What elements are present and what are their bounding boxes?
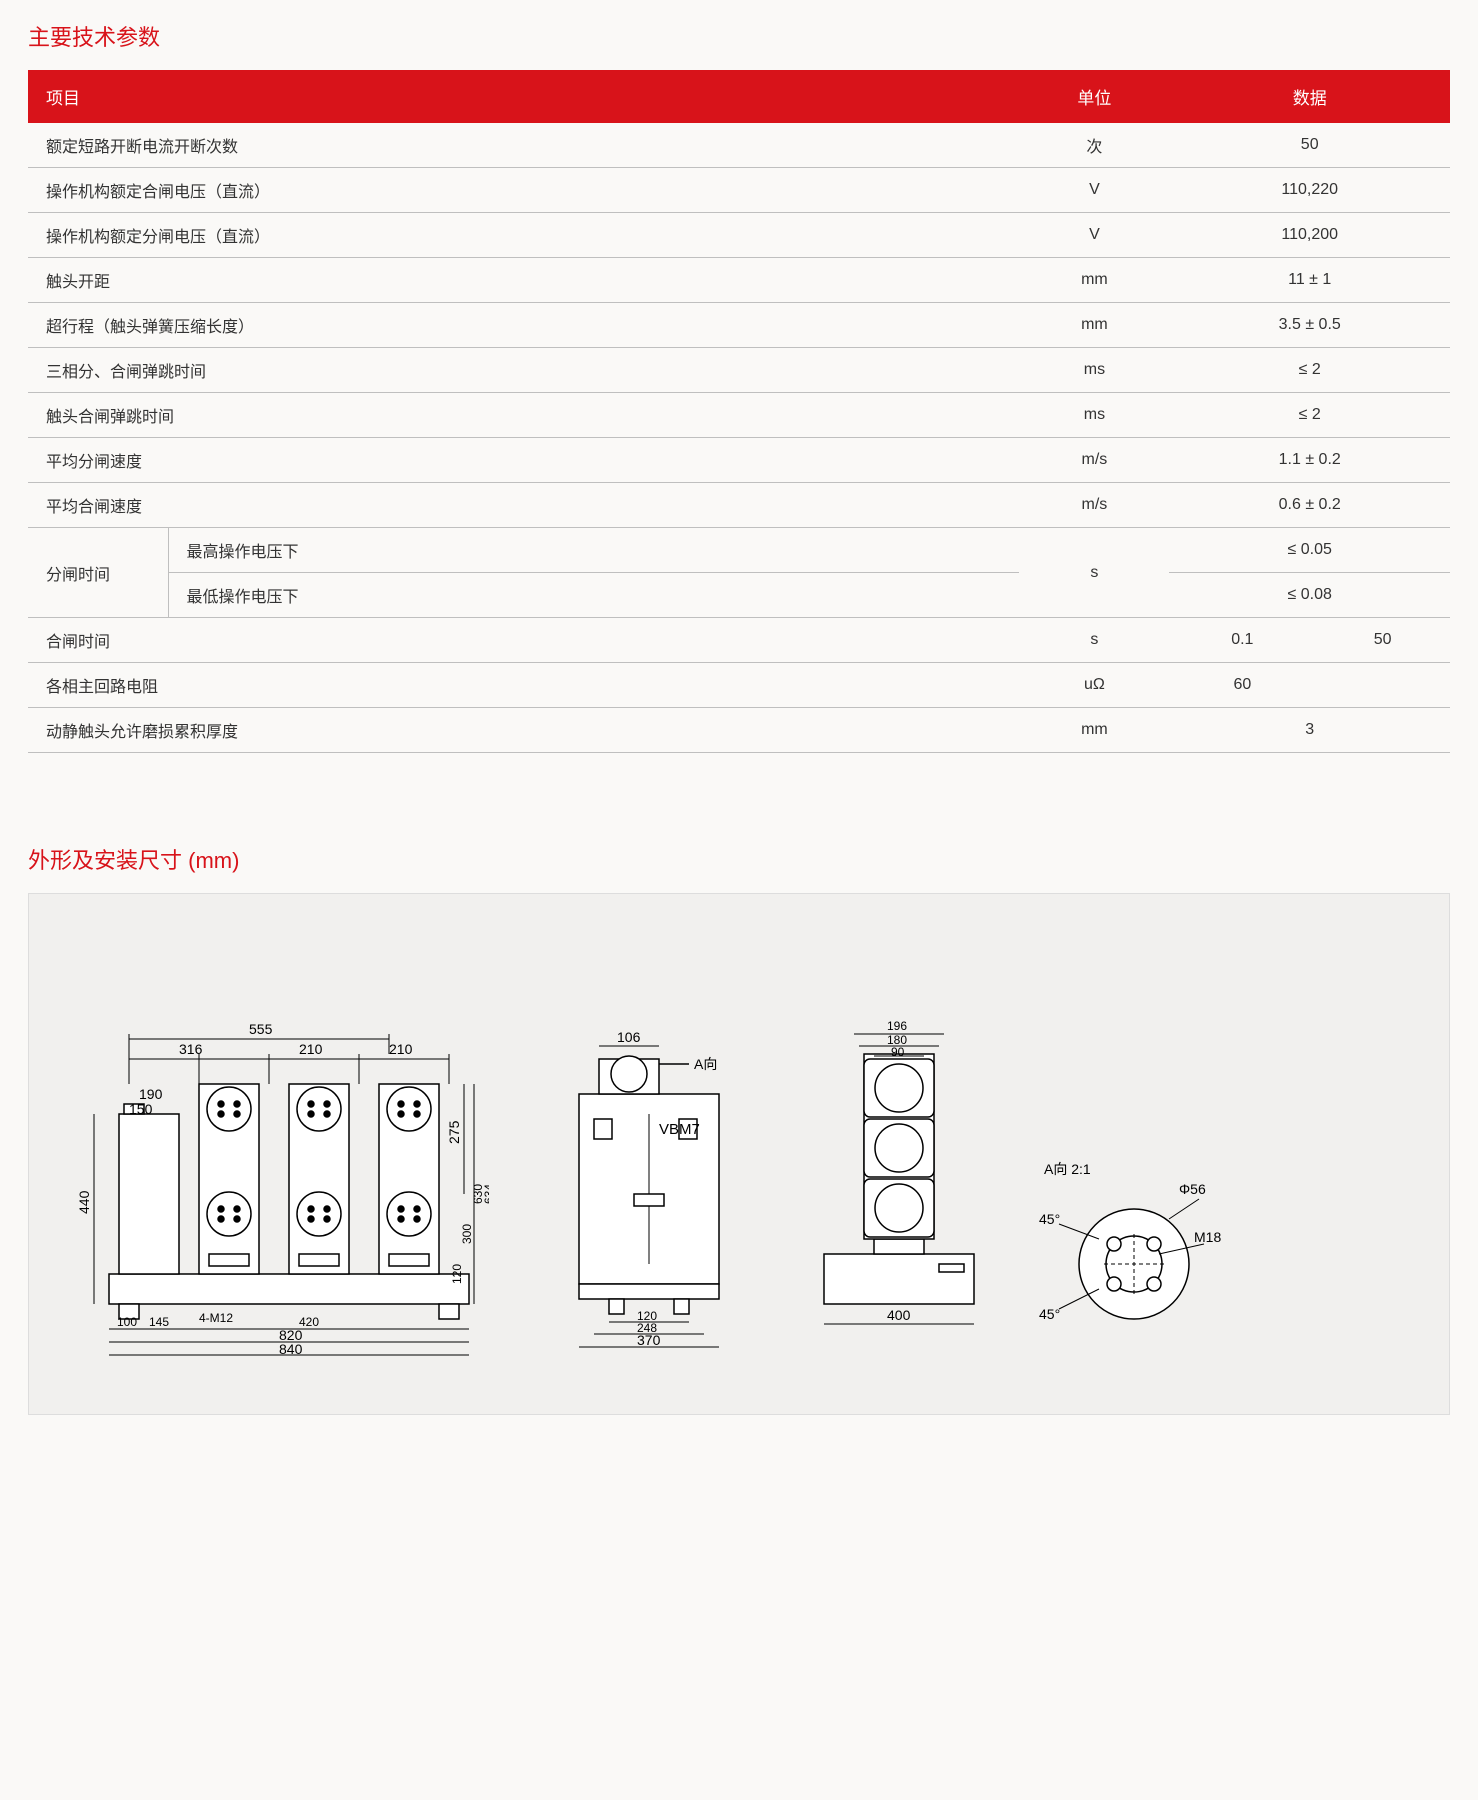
section2-title: 外形及安装尺寸 (mm) bbox=[28, 843, 1450, 875]
svg-text:275: 275 bbox=[446, 1120, 462, 1144]
table-row: 超行程（触头弹簧压缩长度）mm3.5 ± 0.5 bbox=[28, 303, 1450, 348]
svg-text:210: 210 bbox=[299, 1041, 323, 1057]
th-unit: 单位 bbox=[1019, 70, 1169, 123]
svg-text:150: 150 bbox=[129, 1101, 153, 1117]
table-row: 最低操作电压下≤ 0.08 bbox=[28, 573, 1450, 618]
svg-text:90: 90 bbox=[891, 1045, 905, 1059]
svg-text:120: 120 bbox=[450, 1264, 464, 1284]
svg-text:196: 196 bbox=[887, 1019, 907, 1033]
table-row: 操作机构额定分闸电压（直流）V110,200 bbox=[28, 213, 1450, 258]
table-row: 触头开距mm11 ± 1 bbox=[28, 258, 1450, 303]
svg-text:100: 100 bbox=[117, 1315, 137, 1329]
svg-text:316: 316 bbox=[179, 1041, 203, 1057]
svg-text:190: 190 bbox=[139, 1086, 163, 1102]
table-row: 分闸时间最高操作电压下s≤ 0.05 bbox=[28, 528, 1450, 573]
table-row: 操作机构额定合闸电压（直流）V110,220 bbox=[28, 168, 1450, 213]
table-row: 各相主回路电阻uΩ60 bbox=[28, 663, 1450, 708]
svg-text:45°: 45° bbox=[1039, 1211, 1060, 1227]
svg-text:M18: M18 bbox=[1194, 1229, 1221, 1245]
table-row: 动静触头允许磨损累积厚度mm3 bbox=[28, 708, 1450, 753]
table-row: 额定短路开断电流开断次数次50 bbox=[28, 123, 1450, 168]
table-row: 触头合闸弹跳时间ms≤ 2 bbox=[28, 393, 1450, 438]
th-data: 数据 bbox=[1169, 70, 1450, 123]
svg-text:145: 145 bbox=[149, 1315, 169, 1329]
svg-text:370: 370 bbox=[637, 1332, 661, 1348]
svg-text:A向: A向 bbox=[694, 1056, 717, 1072]
svg-text:840: 840 bbox=[279, 1341, 303, 1357]
svg-text:45°: 45° bbox=[1039, 1306, 1060, 1322]
svg-text:555: 555 bbox=[249, 1021, 273, 1037]
svg-text:300: 300 bbox=[460, 1224, 474, 1244]
side-view-diagram: A向 VBM7 106 120 248 370 bbox=[539, 964, 759, 1364]
svg-text:4-M12: 4-M12 bbox=[199, 1311, 233, 1325]
svg-text:400: 400 bbox=[887, 1307, 911, 1323]
svg-text:440: 440 bbox=[76, 1190, 92, 1214]
table-row: 合闸时间s0.150 bbox=[28, 618, 1450, 663]
svg-text:VBM7: VBM7 bbox=[659, 1121, 700, 1138]
table-row: 平均合闸速度m/s0.6 ± 0.2 bbox=[28, 483, 1450, 528]
table-row: 三相分、合闸弹跳时间ms≤ 2 bbox=[28, 348, 1450, 393]
spec-table: 项目 单位 数据 额定短路开断电流开断次数次50操作机构额定合闸电压（直流）V1… bbox=[28, 70, 1450, 753]
table-row: 平均分闸速度m/s1.1 ± 0.2 bbox=[28, 438, 1450, 483]
section1-title: 主要技术参数 bbox=[28, 20, 1450, 52]
detail-a-diagram: A向 2:1 Φ56 M18 45° 45° bbox=[1039, 1144, 1229, 1364]
svg-text:106: 106 bbox=[617, 1029, 641, 1045]
diagram-panel: 555 316 210 210 190 150 440 275 300 630 … bbox=[28, 893, 1450, 1415]
svg-text:Φ56: Φ56 bbox=[1179, 1181, 1206, 1197]
front-view-diagram: 555 316 210 210 190 150 440 275 300 630 … bbox=[69, 964, 489, 1364]
rear-view-diagram: 196 180 90 400 bbox=[809, 964, 989, 1364]
detail-label: A向 2:1 bbox=[1044, 1161, 1091, 1177]
th-item: 项目 bbox=[28, 70, 1019, 123]
svg-text:210: 210 bbox=[389, 1041, 413, 1057]
svg-text:634: 634 bbox=[482, 1184, 489, 1204]
